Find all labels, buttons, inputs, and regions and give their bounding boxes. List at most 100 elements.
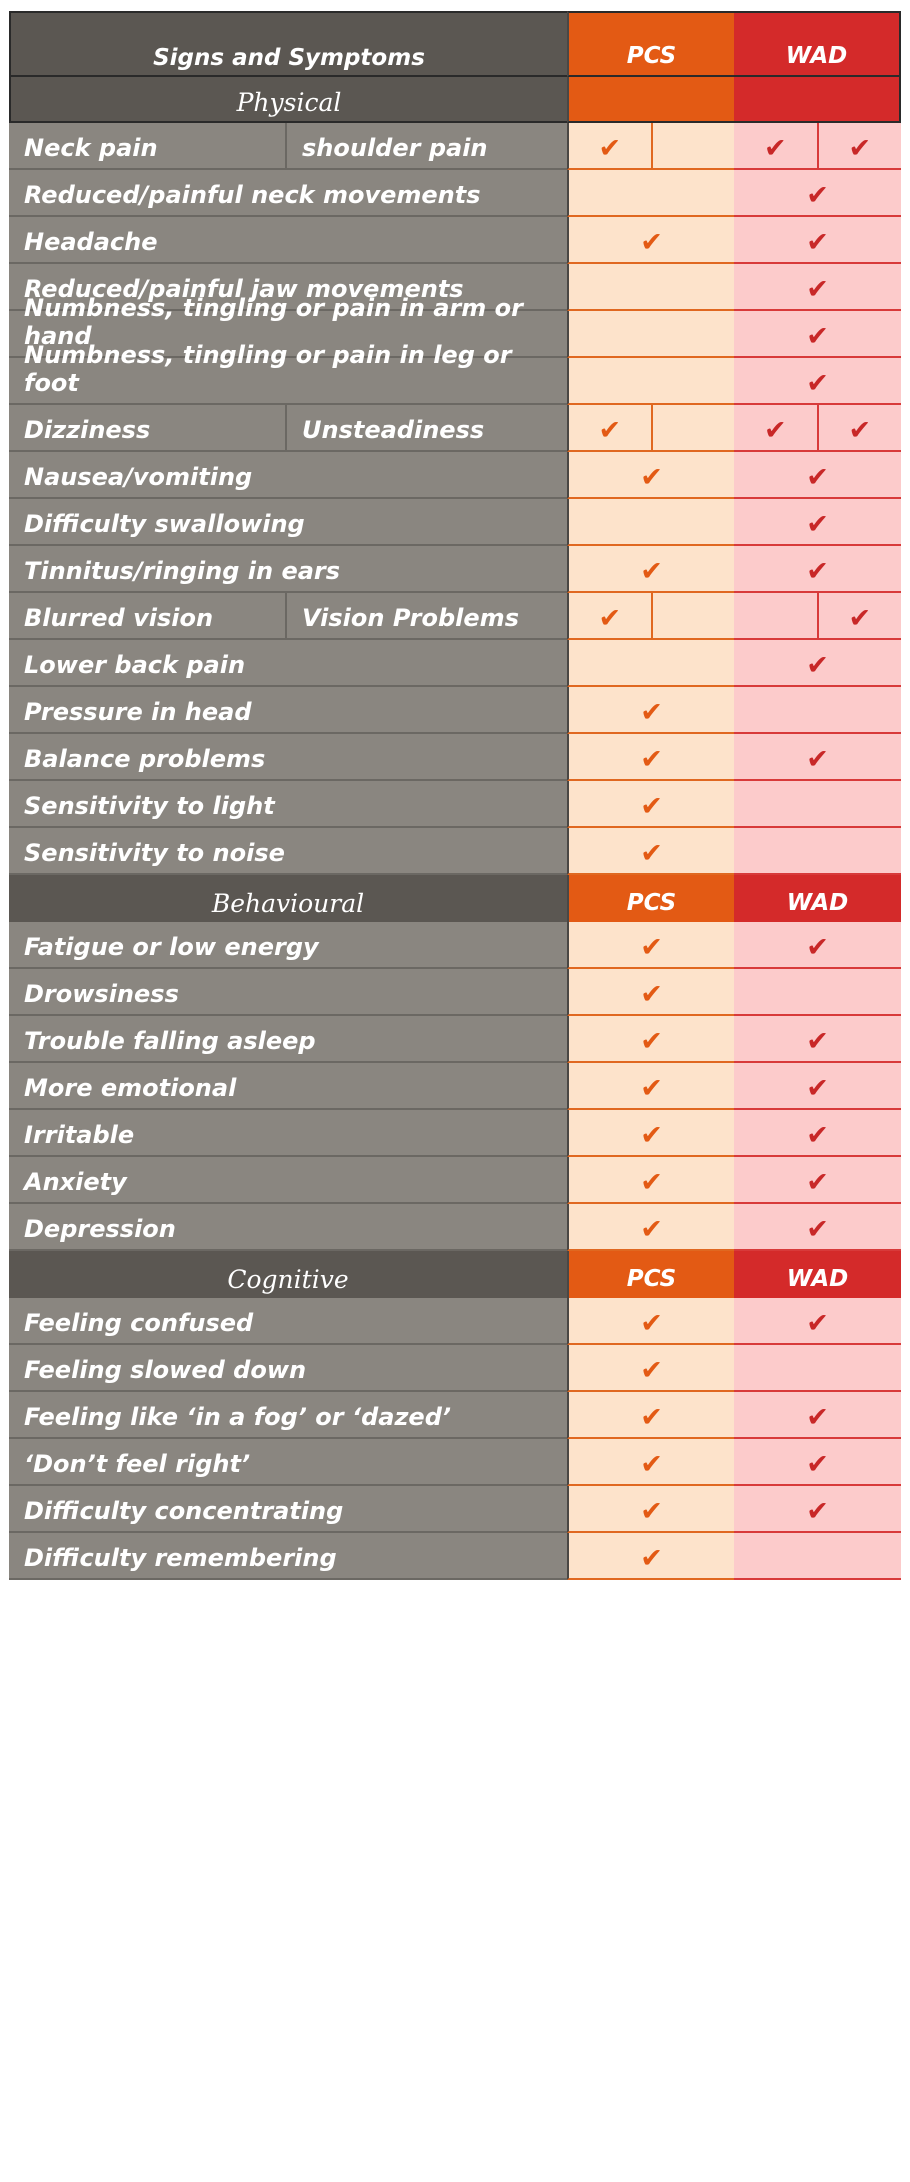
wad-cell: ✔ [734, 1016, 901, 1063]
symptom-label-cell: Dizziness Unsteadiness [9, 405, 567, 452]
symptom-label: Nausea/vomiting [9, 452, 567, 499]
wad-subcell: ✔ [816, 123, 902, 168]
check-icon: ✔ [806, 321, 829, 352]
table-row: Anxiety ✔ ✔ [9, 1157, 901, 1204]
pcs-subcell [650, 123, 735, 168]
check-icon: ✔ [598, 603, 622, 634]
check-icon: ✔ [640, 1120, 663, 1151]
symptom-label: Fatigue or low energy [9, 922, 567, 969]
pcs-cell: ✔ [567, 969, 734, 1016]
check-icon: ✔ [806, 650, 829, 681]
pcs-subcell: ✔ [569, 781, 734, 826]
check-icon: ✔ [806, 368, 829, 399]
pcs-cell: ✔ [567, 546, 734, 593]
pcs-cell: ✔ [567, 1486, 734, 1533]
table-row: Depression ✔ ✔ [9, 1204, 901, 1251]
check-icon: ✔ [640, 1308, 663, 1339]
symptom-label: Balance problems [9, 734, 567, 781]
table-row: Feeling like ‘in a fog’ or ‘dazed’ ✔ ✔ [9, 1392, 901, 1439]
wad-cell: ✔ [734, 1204, 901, 1251]
symptom-label: Feeling like ‘in a fog’ or ‘dazed’ [9, 1392, 567, 1439]
symptom-label: Sensitivity to light [9, 781, 567, 828]
pcs-cell: ✔ [567, 1439, 734, 1486]
pcs-cell: ✔ [567, 593, 734, 640]
section-wad-header: WAD [734, 1251, 901, 1298]
pcs-subcell: ✔ [569, 1157, 734, 1202]
pcs-cell: ✔ [567, 123, 734, 170]
pcs-cell: ✔ [567, 1157, 734, 1204]
table-row: Sensitivity to light ✔ [9, 781, 901, 828]
table-row: Nausea/vomiting ✔ ✔ [9, 452, 901, 499]
check-icon: ✔ [640, 744, 663, 775]
wad-subcell: ✔ [734, 1157, 901, 1202]
wad-cell: ✔ [734, 1486, 901, 1533]
symptom-label: Irritable [9, 1110, 567, 1157]
symptom-label: More emotional [9, 1063, 567, 1110]
check-icon: ✔ [640, 1355, 663, 1386]
table-row: Feeling confused ✔ ✔ [9, 1298, 901, 1345]
wad-subcell: ✔ [734, 405, 817, 450]
symptom-label: Drowsiness [9, 969, 567, 1016]
symptom-label: Reduced/painful jaw movements [9, 264, 567, 311]
wad-subcell [734, 781, 901, 826]
symptom-label: Neck pain [9, 123, 287, 168]
pcs-subcell [650, 405, 735, 450]
check-icon: ✔ [640, 1026, 663, 1057]
symptom-label: Trouble falling asleep [9, 1016, 567, 1063]
pcs-cell: ✔ [567, 1345, 734, 1392]
pcs-subcell: ✔ [569, 1016, 734, 1061]
check-icon: ✔ [598, 133, 622, 164]
table-row: Drowsiness ✔ [9, 969, 901, 1016]
pcs-subcell: ✔ [569, 1533, 734, 1578]
check-icon: ✔ [806, 1496, 829, 1527]
check-icon: ✔ [640, 556, 663, 587]
wad-cell [734, 1345, 901, 1392]
section-wad-header: WAD [734, 875, 901, 922]
check-icon: ✔ [806, 1214, 829, 1245]
pcs-subcell: ✔ [569, 217, 734, 262]
table-row: Irritable ✔ ✔ [9, 1110, 901, 1157]
pcs-subcell: ✔ [569, 1345, 734, 1390]
pcs-cell: ✔ [567, 405, 734, 452]
wad-subcell: ✔ [734, 311, 901, 356]
section-title: Behavioural [9, 875, 567, 922]
symptom-label-secondary: Vision Problems [302, 604, 519, 632]
pcs-column-header: PCS [567, 11, 734, 77]
symptom-label-secondary: Unsteadiness [302, 416, 485, 444]
wad-cell [734, 781, 901, 828]
pcs-subcell: ✔ [569, 1204, 734, 1249]
check-icon: ✔ [806, 509, 829, 540]
table-row: Neck pain shoulder pain ✔ ✔ ✔ [9, 123, 901, 170]
check-icon: ✔ [640, 1167, 663, 1198]
check-icon: ✔ [806, 1402, 829, 1433]
pcs-subcell [569, 499, 734, 544]
check-icon: ✔ [806, 556, 829, 587]
pcs-cell [567, 640, 734, 687]
check-icon: ✔ [763, 415, 787, 446]
wad-subcell: ✔ [816, 405, 902, 450]
symptom-label: Difficulty swallowing [9, 499, 567, 546]
wad-subcell [734, 969, 901, 1014]
check-icon: ✔ [640, 1496, 663, 1527]
symptom-label: Blurred vision [9, 593, 287, 638]
wad-cell [734, 687, 901, 734]
wad-cell: ✔ [734, 311, 901, 358]
table-row: Sensitivity to noise ✔ [9, 828, 901, 875]
check-icon: ✔ [640, 1214, 663, 1245]
table-row: Dizziness Unsteadiness ✔ ✔ ✔ [9, 405, 901, 452]
table-row: Lower back pain ✔ [9, 640, 901, 687]
wad-subcell: ✔ [734, 1439, 901, 1484]
pcs-subcell: ✔ [569, 593, 651, 638]
pcs-cell: ✔ [567, 1204, 734, 1251]
wad-subcell: ✔ [734, 358, 901, 403]
pcs-subcell: ✔ [569, 969, 734, 1014]
pcs-cell: ✔ [567, 687, 734, 734]
symptom-label-secondary: shoulder pain [302, 134, 488, 162]
pcs-cell [567, 264, 734, 311]
check-icon: ✔ [640, 932, 663, 963]
wad-cell: ✔ ✔ [734, 405, 901, 452]
wad-cell: ✔ [734, 593, 901, 640]
table-row: Reduced/painful neck movements ✔ [9, 170, 901, 217]
check-icon: ✔ [806, 1167, 829, 1198]
wad-subcell: ✔ [816, 593, 902, 638]
